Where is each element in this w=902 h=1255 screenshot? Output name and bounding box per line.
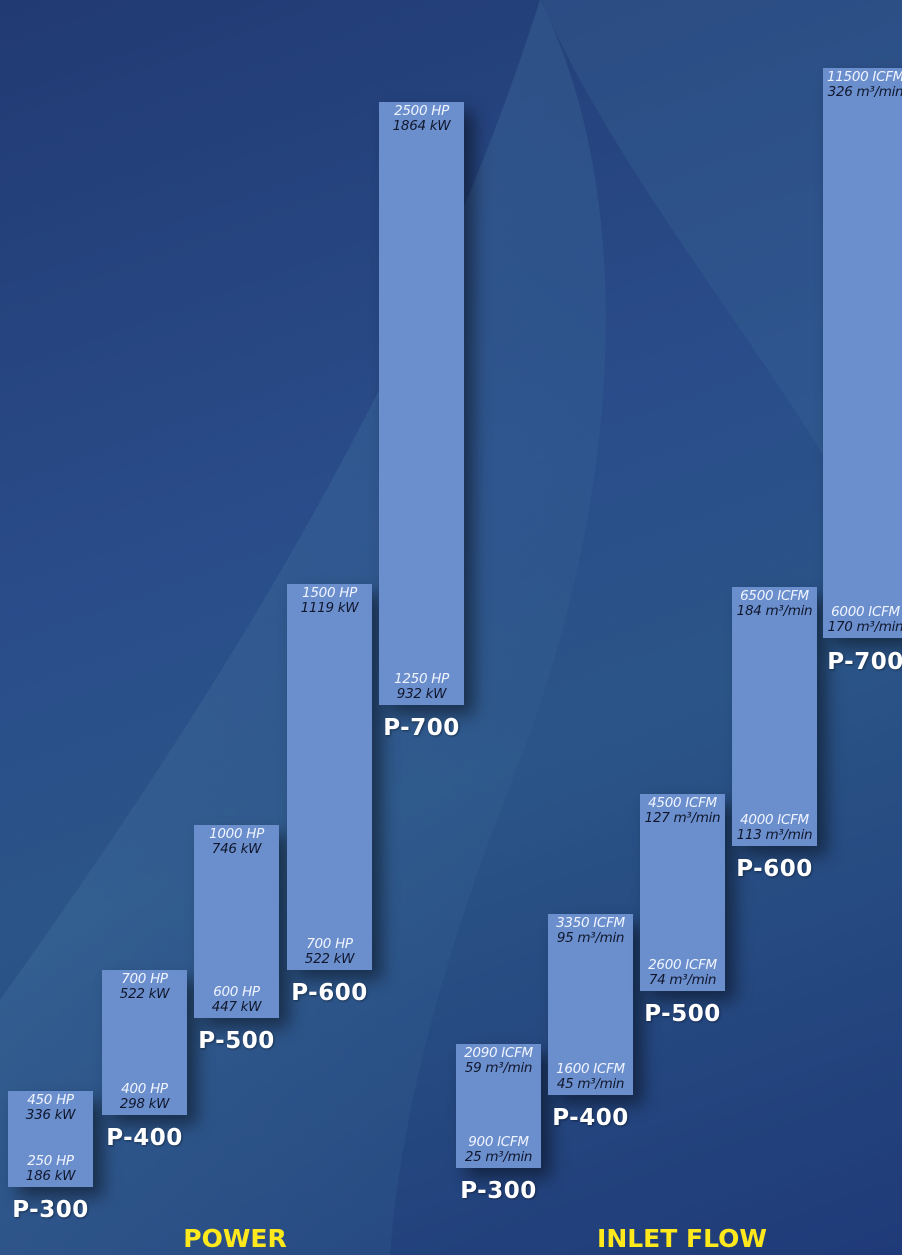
min-value-label: 6000 ICFM 170 m³/min: [827, 604, 902, 636]
min-value-label: 700 HP 522 kW: [304, 935, 355, 967]
model-label: P-400: [552, 1105, 629, 1132]
max-value-label: 11500 ICFM 326 m³/min: [826, 68, 902, 100]
flow-bar-p-300: 2090 ICFM 59 m³/min 900 ICFM 25 m³/min: [456, 1044, 541, 1168]
max-value-label: 6500 ICFM 184 m³/min: [736, 587, 813, 619]
max-value-label: 2090 ICFM 59 m³/min: [464, 1045, 533, 1077]
model-label: P-300: [12, 1196, 89, 1223]
max-value-label: 450 HP 336 kW: [25, 1091, 76, 1123]
flow-bar-p-400: 3350 ICFM 95 m³/min 1600 ICFM 45 m³/min: [548, 913, 633, 1096]
max-value-label: 2500 HP 1864 kW: [392, 103, 451, 134]
flow-bar-p-600: 6500 ICFM 184 m³/min 4000 ICFM 113 m³/min: [732, 586, 817, 847]
power-title: POWER: [183, 1224, 287, 1253]
model-label: P-600: [736, 856, 813, 883]
max-value-label: 700 HP 522 kW: [119, 970, 170, 1002]
power-bar-p-700: 2500 HP 1864 kW 1250 HP 932 kW: [379, 102, 464, 705]
flow-bar-p-700: 11500 ICFM 326 m³/min 6000 ICFM 170 m³/min: [823, 67, 902, 639]
model-label: P-300: [460, 1177, 537, 1204]
model-label: P-400: [106, 1124, 183, 1151]
min-value-label: 1600 ICFM 45 m³/min: [556, 1061, 625, 1093]
model-label: P-500: [198, 1028, 275, 1055]
max-value-label: 4500 ICFM 127 m³/min: [644, 795, 721, 827]
power-bar-p-400: 700 HP 522 kW 400 HP 298 kW: [102, 969, 187, 1115]
min-value-label: 400 HP 298 kW: [119, 1080, 170, 1112]
min-value-label: 2600 ICFM 74 m³/min: [648, 957, 717, 989]
max-value-label: 1500 HP 1119 kW: [300, 585, 359, 617]
max-value-label: 3350 ICFM 95 m³/min: [556, 914, 625, 946]
min-value-label: 600 HP 447 kW: [211, 984, 262, 1016]
model-label: P-700: [383, 714, 460, 741]
flow-bar-p-500: 4500 ICFM 127 m³/min 2600 ICFM 74 m³/min: [640, 794, 725, 992]
model-label: P-600: [291, 979, 368, 1006]
model-label: P-500: [644, 1001, 721, 1028]
max-value-label: 1000 HP 746 kW: [209, 826, 264, 858]
min-value-label: 4000 ICFM 113 m³/min: [736, 812, 813, 844]
min-value-label: 1250 HP 932 kW: [394, 670, 449, 702]
min-value-label: 250 HP 186 kW: [25, 1152, 76, 1184]
inlet-flow-title: INLET FLOW: [597, 1224, 767, 1253]
power-bar-p-300: 450 HP 336 kW 250 HP 186 kW: [8, 1090, 93, 1187]
min-value-label: 900 ICFM 25 m³/min: [464, 1133, 533, 1165]
power-bar-p-500: 1000 HP 746 kW 600 HP 447 kW: [194, 825, 279, 1019]
model-label: P-700: [827, 648, 902, 675]
power-bar-p-600: 1500 HP 1119 kW 700 HP 522 kW: [287, 584, 372, 970]
